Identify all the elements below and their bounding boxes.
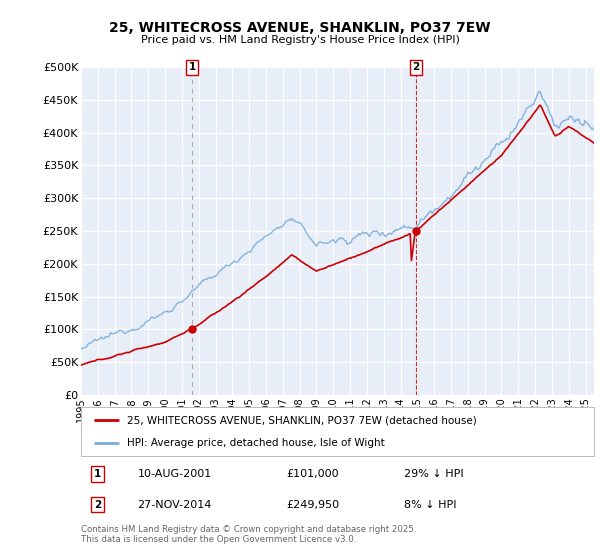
Text: 8% ↓ HPI: 8% ↓ HPI xyxy=(404,500,457,510)
Text: 25, WHITECROSS AVENUE, SHANKLIN, PO37 7EW (detached house): 25, WHITECROSS AVENUE, SHANKLIN, PO37 7E… xyxy=(127,416,477,426)
Text: 10-AUG-2001: 10-AUG-2001 xyxy=(137,469,212,479)
Text: 1: 1 xyxy=(94,469,101,479)
Text: Price paid vs. HM Land Registry's House Price Index (HPI): Price paid vs. HM Land Registry's House … xyxy=(140,35,460,45)
Text: HPI: Average price, detached house, Isle of Wight: HPI: Average price, detached house, Isle… xyxy=(127,438,385,448)
Text: £249,950: £249,950 xyxy=(286,500,340,510)
Text: 2: 2 xyxy=(94,500,101,510)
Text: 27-NOV-2014: 27-NOV-2014 xyxy=(137,500,212,510)
Text: Contains HM Land Registry data © Crown copyright and database right 2025.
This d: Contains HM Land Registry data © Crown c… xyxy=(81,525,416,544)
Text: £101,000: £101,000 xyxy=(286,469,339,479)
Text: 29% ↓ HPI: 29% ↓ HPI xyxy=(404,469,464,479)
Text: 25, WHITECROSS AVENUE, SHANKLIN, PO37 7EW: 25, WHITECROSS AVENUE, SHANKLIN, PO37 7E… xyxy=(109,21,491,35)
Text: 2: 2 xyxy=(412,62,419,72)
Text: 1: 1 xyxy=(188,62,196,72)
